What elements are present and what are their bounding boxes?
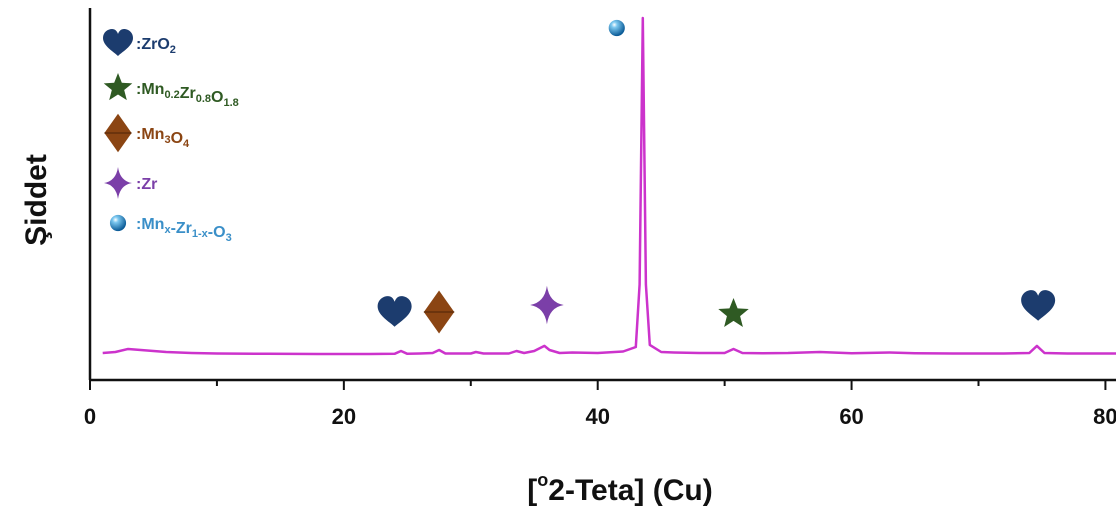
- legend-label: :ZrO2: [136, 36, 176, 56]
- legend-item: :Mn0.2Zr0.8O1.8: [103, 73, 239, 109]
- legend: :ZrO2 :Mn0.2Zr0.8O1.8 :Mn3O4 :Zr :Mnx-Zr1-x-…: [103, 29, 239, 244]
- axes: 0 20 40 60 80: [84, 8, 1116, 429]
- diamond-icon: [104, 113, 132, 153]
- heart-icon: [377, 296, 412, 327]
- x-tick-label: 20: [332, 404, 356, 429]
- legend-item: :Mnx-Zr1-x-O3: [109, 214, 232, 244]
- sphere-icon: [608, 19, 625, 37]
- star-icon: [103, 73, 133, 101]
- legend-item: :Zr: [104, 167, 157, 199]
- heart-icon: [1021, 290, 1056, 321]
- x-tick-label: 80: [1093, 404, 1116, 429]
- phase-markers: [377, 19, 1056, 334]
- star-icon: [718, 298, 749, 327]
- plot-area: [102, 16, 1116, 356]
- legend-label: :Mnx-Zr1-x-O3: [136, 216, 232, 244]
- x-tick-label: 60: [839, 404, 863, 429]
- legend-label: :Mn0.2Zr0.8O1.8: [136, 81, 239, 109]
- legend-label: :Mn3O4: [136, 126, 190, 150]
- legend-item: :Mn3O4: [104, 113, 190, 153]
- x-axis-title: [o2-Teta] (Cu): [527, 470, 712, 507]
- legend-label: :Zr: [136, 176, 157, 193]
- y-axis-title: Şiddet: [20, 154, 53, 246]
- sparkle-icon: [530, 285, 564, 325]
- xrd-pattern-line: [102, 16, 1116, 356]
- x-tick-label: 0: [84, 404, 96, 429]
- heart-icon: [103, 29, 133, 56]
- x-tick-label: 40: [585, 404, 609, 429]
- sphere-icon: [109, 214, 127, 232]
- legend-item: :ZrO2: [103, 29, 176, 56]
- diamond-icon: [423, 290, 455, 334]
- sparkle-icon: [104, 167, 132, 199]
